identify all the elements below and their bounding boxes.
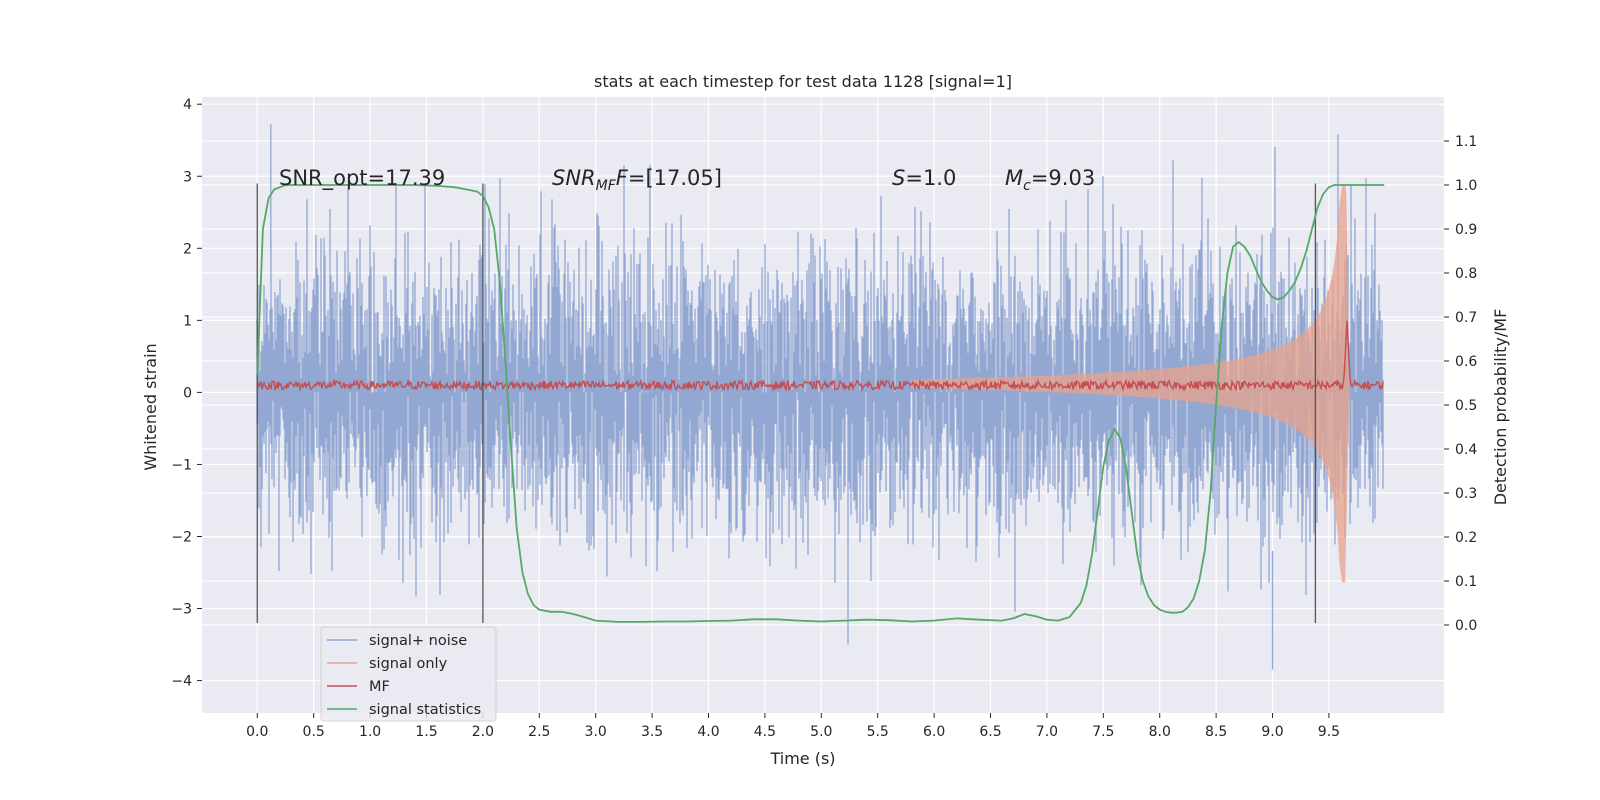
mf-trace: [256, 320, 1384, 392]
signal-statistics-series: [256, 184, 1385, 623]
annotations: SNR_opt=17.39 SNRMFF=[17.05] S=1.0 Mc=9.…: [279, 166, 1095, 194]
chart-title: stats at each timestep for test data 112…: [594, 72, 1012, 91]
right-axis-ticks: 0.0 0.1 0.2 0.3 0.4 0.5 0.6 0.7 0.8 0.9 1.0 1.1: [1444, 134, 1477, 634]
x-axis-ticks: 0.0 0.5 1.0 1.5 2.0 2.5 3.0 3.5 4.0 4.5 5.0 5.5 6.0 6…: [246, 713, 1340, 740]
x-tick-label: 2.0: [472, 724, 494, 740]
x-tick-label: 9.0: [1261, 724, 1283, 740]
annotation-mc: Mc=9.03: [1005, 166, 1095, 194]
x-tick-label: 0.5: [303, 724, 325, 740]
right-tick-label: 0.0: [1455, 618, 1477, 634]
x-tick-label: 0.0: [246, 724, 268, 740]
x-tick-label: 5.5: [867, 724, 889, 740]
x-tick-label: 2.5: [528, 724, 550, 740]
left-tick-label: −1: [171, 457, 192, 473]
right-tick-label: 0.4: [1455, 442, 1477, 458]
legend: signal+ noise signal only MF signal stat…: [320, 626, 497, 722]
annotation-snr-mf: SNRMFF=[17.05]: [552, 166, 722, 194]
left-tick-label: 2: [183, 241, 192, 257]
x-tick-label: 9.5: [1318, 724, 1340, 740]
right-tick-label: 0.8: [1455, 266, 1477, 282]
left-tick-label: −3: [171, 602, 192, 618]
x-tick-label: 1.5: [415, 724, 437, 740]
x-tick-label: 4.0: [697, 724, 719, 740]
legend-label-signal-noise: signal+ noise: [369, 633, 467, 649]
left-tick-label: 3: [183, 169, 192, 185]
x-tick-label: 7.0: [1036, 724, 1058, 740]
right-tick-label: 0.2: [1455, 530, 1477, 546]
right-tick-label: 0.3: [1455, 486, 1477, 502]
x-tick-label: 3.5: [641, 724, 663, 740]
left-tick-label: −2: [171, 529, 192, 545]
left-tick-label: 0: [183, 385, 192, 401]
vertical-markers: [256, 183, 1317, 623]
x-tick-label: 5.0: [810, 724, 832, 740]
x-tick-label: 8.0: [1149, 724, 1171, 740]
right-tick-label: 0.1: [1455, 574, 1477, 590]
left-tick-label: −4: [171, 674, 192, 690]
x-tick-label: 6.5: [979, 724, 1001, 740]
x-axis-label: Time (s): [769, 749, 835, 768]
x-tick-label: 1.0: [359, 724, 381, 740]
x-tick-label: 3.0: [585, 724, 607, 740]
annotation-s: S=1.0: [892, 166, 956, 190]
legend-box: [320, 626, 497, 722]
right-y-axis-label: Detection probability/MF: [1491, 309, 1510, 506]
x-tick-label: 8.5: [1205, 724, 1227, 740]
x-tick-label: 4.5: [754, 724, 776, 740]
left-tick-label: 1: [183, 313, 192, 329]
annotation-snr-opt: SNR_opt=17.39: [279, 166, 445, 191]
x-tick-label: 7.5: [1092, 724, 1114, 740]
right-tick-label: 0.5: [1455, 398, 1477, 414]
right-tick-label: 0.9: [1455, 222, 1477, 238]
mf-series: [256, 320, 1384, 392]
x-tick-label: 6.0: [923, 724, 945, 740]
signal-statistics-trace: [256, 184, 1385, 623]
legend-label-mf: MF: [369, 679, 390, 695]
right-tick-label: 0.6: [1455, 354, 1477, 370]
left-axis-ticks: −4 −3 −2 −1 0 1 2 3 4: [171, 97, 202, 690]
right-tick-label: 1.1: [1455, 134, 1477, 150]
left-y-axis-label: Whitened strain: [141, 343, 160, 470]
right-tick-label: 1.0: [1455, 178, 1477, 194]
legend-label-signal-statistics: signal statistics: [369, 702, 481, 718]
right-tick-label: 0.7: [1455, 310, 1477, 326]
left-tick-label: 4: [183, 97, 192, 113]
legend-label-signal-only: signal only: [369, 656, 448, 672]
